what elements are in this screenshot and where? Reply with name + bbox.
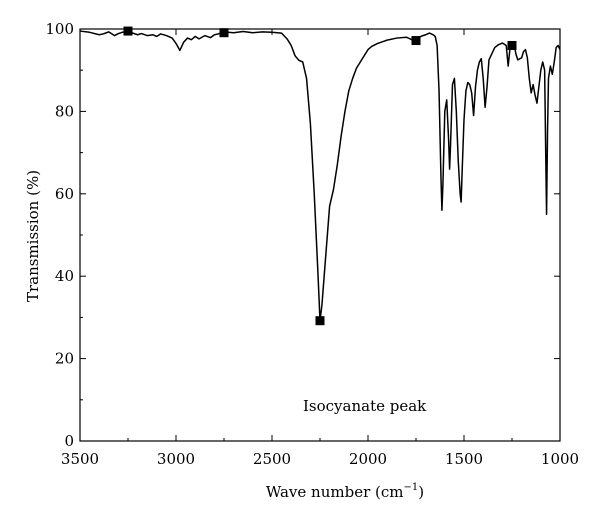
x-axis-title: Wave number (cm−1) <box>266 482 424 501</box>
plot-border <box>79 28 561 442</box>
y-axis-ticks: 0 20 40 60 80 100 <box>45 20 560 450</box>
x-tick-label: 2500 <box>253 450 291 468</box>
isocyanate-peak-annotation: Isocyanate peak <box>303 397 427 415</box>
square-marker <box>123 26 133 36</box>
x-tick-label: 1000 <box>541 450 579 468</box>
x-tick-label: 2000 <box>349 450 387 468</box>
y-tick-label: 100 <box>45 20 74 38</box>
square-marker <box>315 316 325 326</box>
spectrum-line <box>79 30 561 322</box>
y-tick-label: 20 <box>55 350 74 368</box>
square-marker <box>507 40 517 50</box>
y-tick-label: 0 <box>64 432 74 450</box>
y-tick-label: 40 <box>55 267 74 285</box>
x-axis-title-close: ) <box>418 483 424 501</box>
square-marker <box>219 28 229 38</box>
marker-layer <box>123 26 517 326</box>
x-axis-title-main: Wave number (cm <box>266 483 404 501</box>
y-axis-title: Transmission (%) <box>24 170 42 302</box>
x-tick-label: 3500 <box>61 450 99 468</box>
x-tick-label: 1500 <box>445 450 483 468</box>
y-tick-label: 60 <box>55 185 74 203</box>
series-layer <box>79 30 561 322</box>
plot-frame <box>79 28 561 442</box>
x-axis-ticks: 3500 3000 2500 2000 1500 1000 <box>61 29 579 468</box>
y-tick-label: 80 <box>55 102 74 120</box>
x-axis-title-superscript: −1 <box>404 482 419 493</box>
square-marker <box>411 36 421 46</box>
x-tick-label: 3000 <box>157 450 195 468</box>
